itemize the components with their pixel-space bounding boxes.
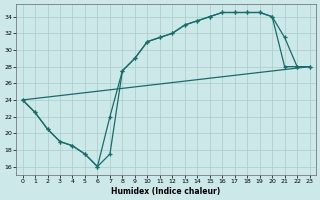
X-axis label: Humidex (Indice chaleur): Humidex (Indice chaleur)	[111, 187, 221, 196]
